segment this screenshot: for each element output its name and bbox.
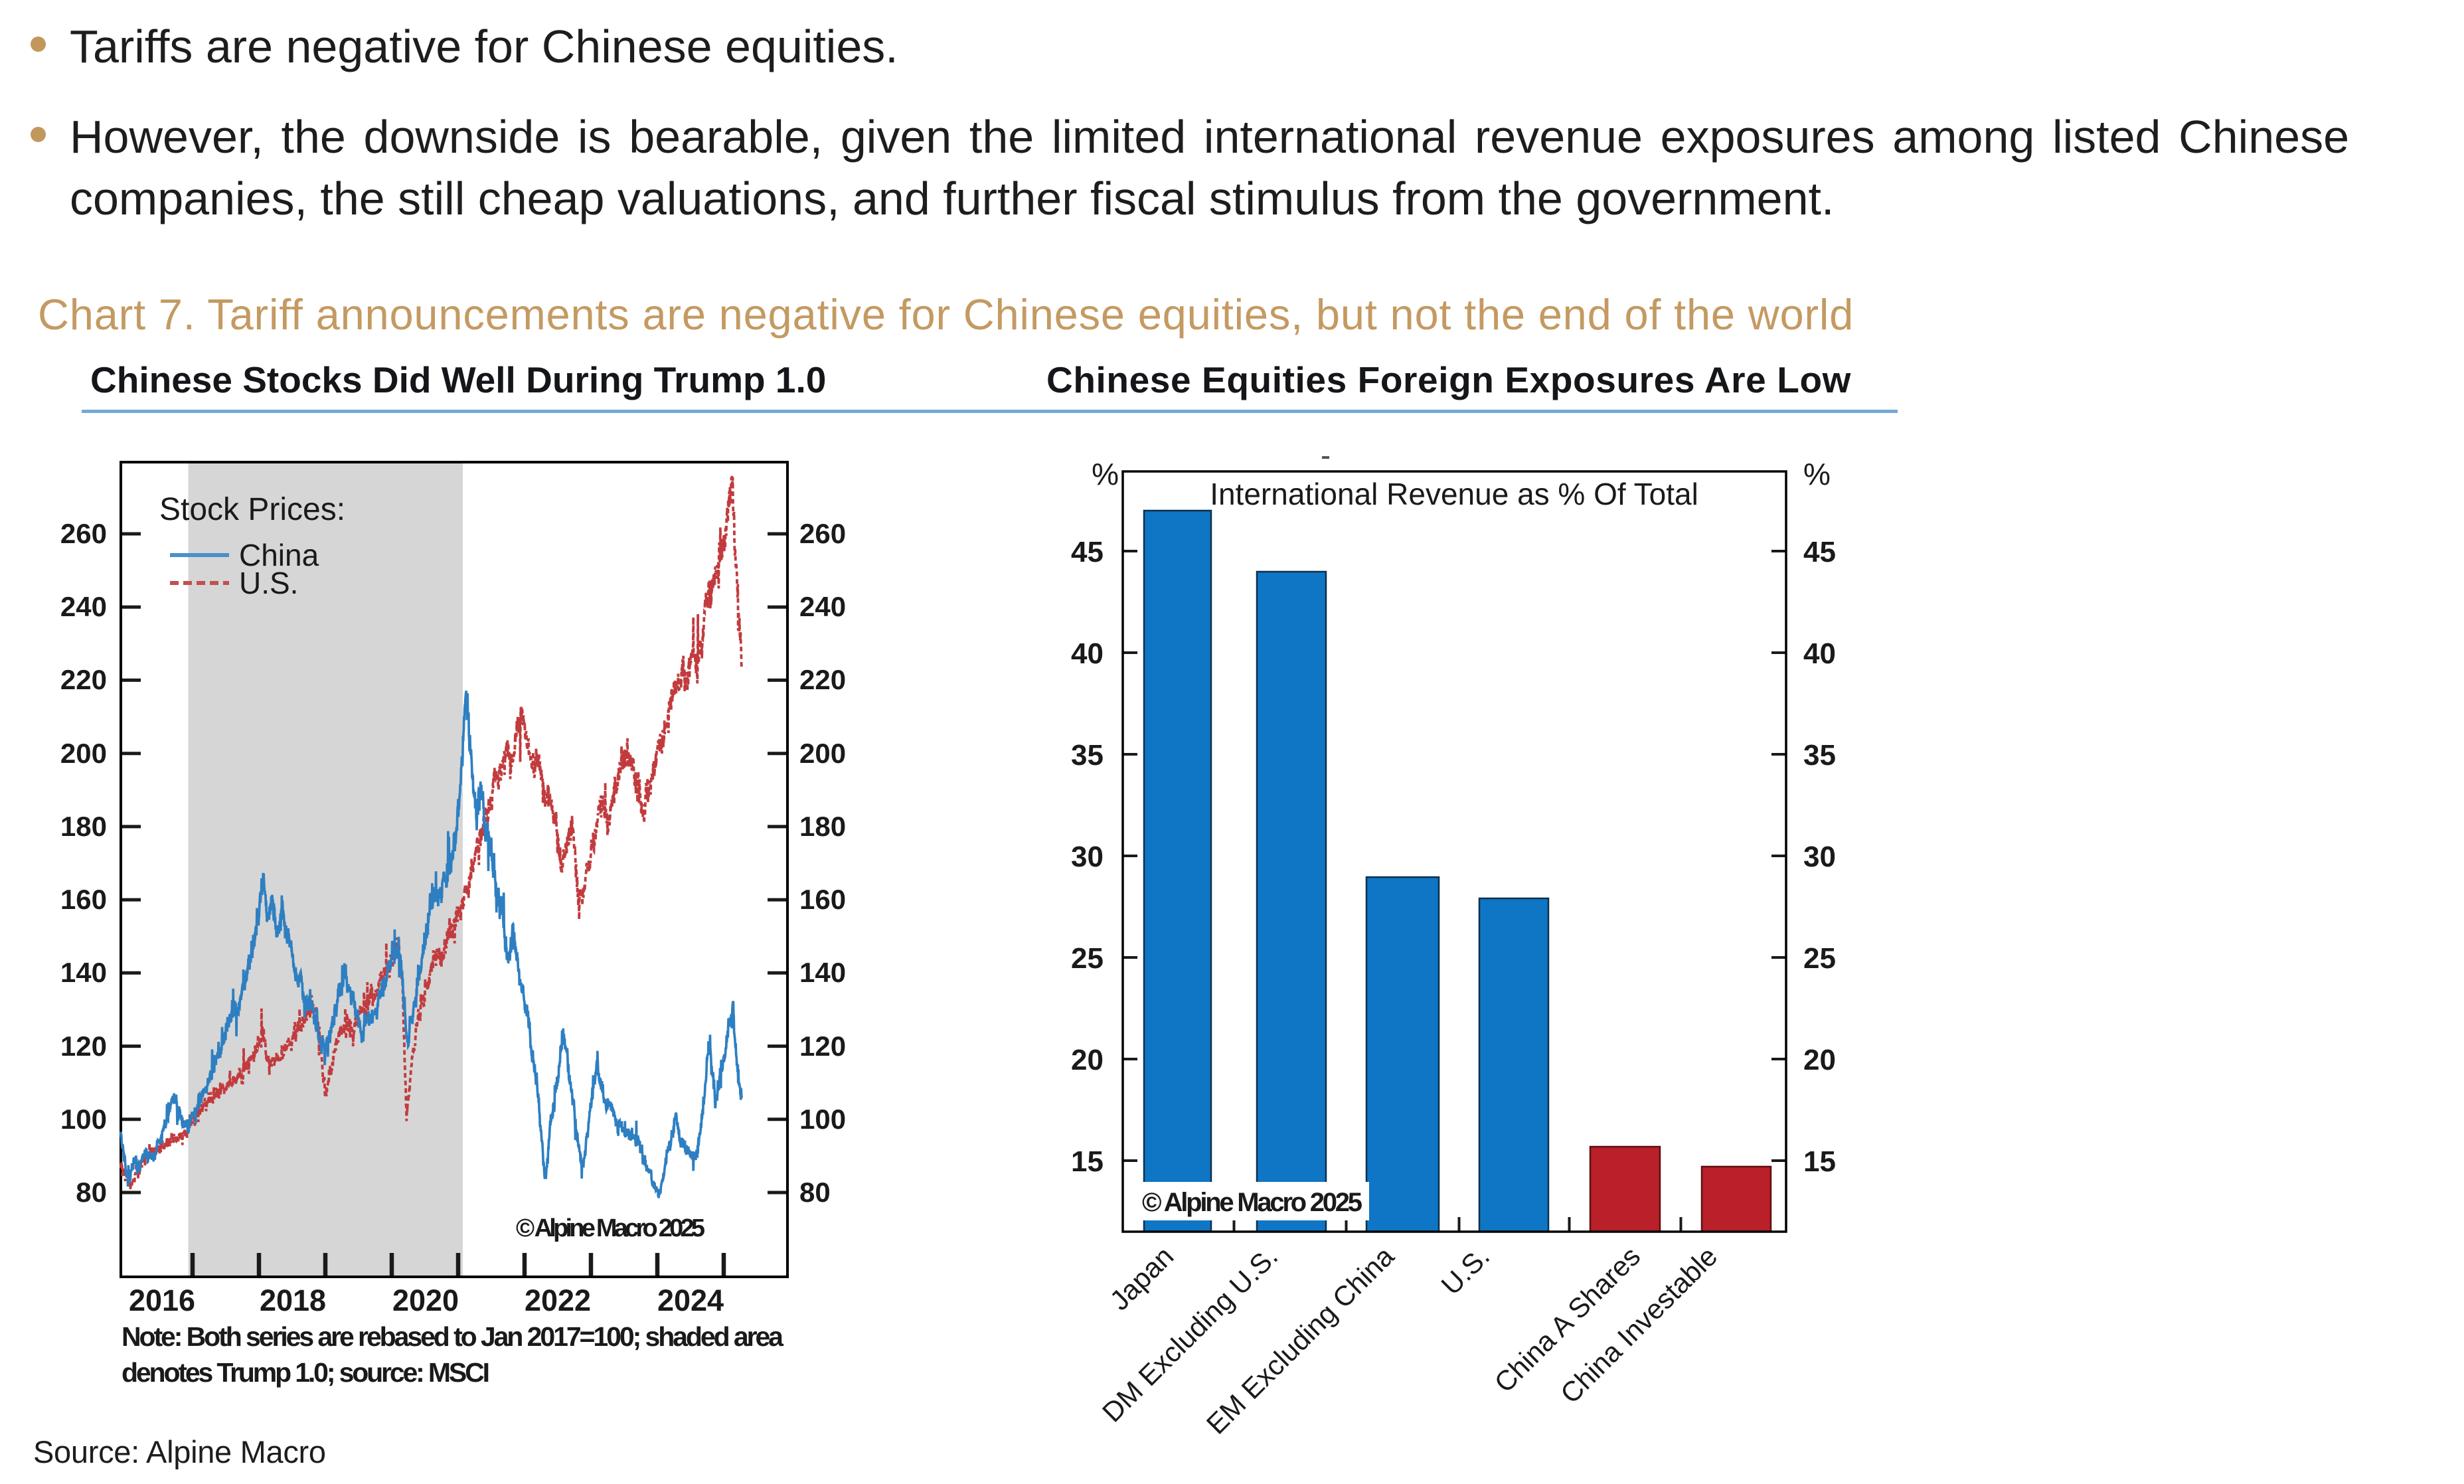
svg-text:260: 260 xyxy=(60,518,107,549)
svg-text:140: 140 xyxy=(799,957,846,988)
svg-text:35: 35 xyxy=(1803,739,1836,772)
svg-text:30: 30 xyxy=(1071,841,1104,873)
svg-text:2024: 2024 xyxy=(657,1283,724,1317)
svg-text:100: 100 xyxy=(60,1104,107,1135)
svg-text:20: 20 xyxy=(1803,1044,1836,1076)
svg-text:40: 40 xyxy=(1071,637,1104,670)
svg-text:15: 15 xyxy=(1803,1145,1836,1178)
svg-text:80: 80 xyxy=(799,1177,831,1208)
svg-text:40: 40 xyxy=(1803,637,1836,670)
svg-text:120: 120 xyxy=(60,1031,107,1062)
svg-text:140: 140 xyxy=(60,957,107,988)
svg-text:EM Excluding China: EM Excluding China xyxy=(1200,1240,1400,1440)
svg-text:2022: 2022 xyxy=(525,1283,591,1317)
svg-text:45: 45 xyxy=(1071,536,1104,568)
svg-text:25: 25 xyxy=(1071,942,1104,975)
svg-text:240: 240 xyxy=(799,591,846,622)
svg-text:© Alpine Macro 2025: © Alpine Macro 2025 xyxy=(516,1214,705,1242)
svg-text:200: 200 xyxy=(60,738,107,769)
svg-text:160: 160 xyxy=(60,884,107,915)
svg-text:45: 45 xyxy=(1803,536,1836,568)
svg-text:20: 20 xyxy=(1071,1044,1104,1076)
svg-text:U.S.: U.S. xyxy=(239,566,298,600)
svg-text:220: 220 xyxy=(799,664,846,695)
svg-text:Stock Prices:: Stock Prices: xyxy=(159,492,345,527)
svg-text:30: 30 xyxy=(1803,841,1836,873)
svg-text:240: 240 xyxy=(60,591,107,622)
svg-text:160: 160 xyxy=(799,884,846,915)
svg-text:Note: Both series are rebased: Note: Both series are rebased to Jan 201… xyxy=(122,1321,784,1352)
svg-text:%: % xyxy=(1092,457,1119,491)
svg-text:15: 15 xyxy=(1071,1145,1104,1178)
svg-text:80: 80 xyxy=(76,1177,107,1208)
svg-text:© Alpine Macro 2025: © Alpine Macro 2025 xyxy=(1142,1188,1362,1217)
svg-text:U.S.: U.S. xyxy=(1435,1240,1495,1301)
svg-text:China: China xyxy=(239,538,319,572)
svg-text:220: 220 xyxy=(60,664,107,695)
svg-text:International Revenue as % Of: International Revenue as % Of Total xyxy=(1210,477,1698,511)
svg-text:2020: 2020 xyxy=(392,1283,459,1317)
svg-text:%: % xyxy=(1803,457,1831,491)
svg-text:25: 25 xyxy=(1803,942,1836,975)
svg-text:35: 35 xyxy=(1071,739,1104,772)
svg-text:120: 120 xyxy=(799,1031,846,1062)
svg-text:2018: 2018 xyxy=(260,1283,326,1317)
svg-text:180: 180 xyxy=(799,811,846,842)
svg-text:100: 100 xyxy=(799,1104,846,1135)
svg-text:denotes Trump 1.0; source: MSC: denotes Trump 1.0; source: MSCI xyxy=(122,1357,490,1388)
svg-text:180: 180 xyxy=(60,811,107,842)
svg-text:Japan: Japan xyxy=(1104,1240,1179,1316)
svg-text:2016: 2016 xyxy=(129,1283,195,1317)
svg-text:260: 260 xyxy=(799,518,846,549)
svg-text:200: 200 xyxy=(799,738,846,769)
